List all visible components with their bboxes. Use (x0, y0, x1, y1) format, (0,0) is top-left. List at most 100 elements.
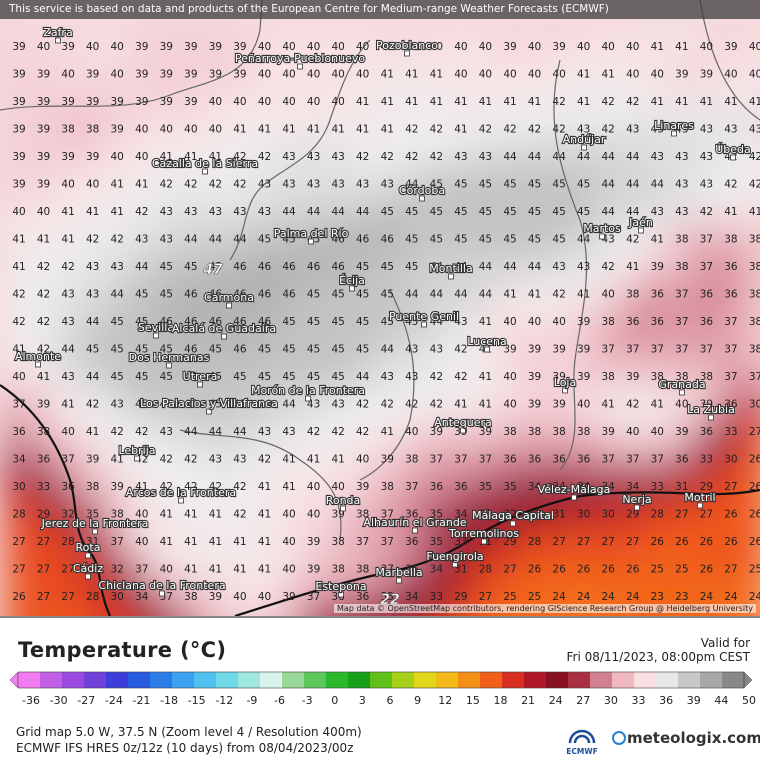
temperature-cell (716, 332, 746, 365)
temperature-cell (201, 470, 230, 502)
temperature-cell (495, 442, 525, 475)
temperature-value: 40 (135, 536, 148, 548)
temperature-value: 26 (602, 564, 616, 576)
temperature-cell (29, 277, 58, 310)
temperature-value: 42 (160, 481, 173, 493)
temperature-value: 39 (282, 591, 295, 603)
temperature-cell (692, 415, 721, 447)
temperature-value: 44 (454, 289, 468, 301)
temperature-cell (667, 470, 697, 502)
temperature-value: 43 (86, 289, 99, 301)
scale-swatch (634, 672, 657, 688)
temperature-cell (152, 415, 181, 447)
temperature-value: 44 (233, 234, 247, 246)
temperature-cell (544, 305, 574, 337)
temperature-cell (471, 195, 500, 227)
temperature-value: 38 (552, 426, 565, 438)
temperature-cell (78, 497, 107, 530)
temperature-value: 26 (700, 536, 714, 548)
temperature-value: 40 (258, 69, 271, 81)
temperature-value: 45 (405, 234, 418, 246)
temperature-cell (593, 497, 623, 530)
temperature-cell (372, 470, 402, 502)
temperature-value: 39 (552, 399, 565, 411)
temperature-cell (201, 277, 230, 310)
temperature-value: 41 (258, 509, 271, 521)
temperature-cell (102, 140, 132, 172)
temperature-value: 42 (626, 96, 639, 108)
temperature-value: 27 (479, 591, 492, 603)
temperature-cell (618, 305, 648, 337)
temperature-value: 39 (135, 41, 148, 53)
temperature-value: 44 (405, 179, 419, 191)
temperature-map[interactable]: 39 40 39 40 40 39 39 39 39 39 40 40 40 40 40 40 39 40 40 40… (0, 0, 760, 616)
temperature-value: 40 (307, 481, 320, 493)
temperature-cell (495, 30, 525, 62)
temperature-value: 39 (12, 96, 25, 108)
city-label: Martos (583, 222, 621, 235)
scale-tick-label: 12 (438, 694, 452, 707)
province-borders (0, 0, 760, 541)
temperature-cell (643, 415, 672, 447)
temperature-value: 43 (381, 371, 394, 383)
ecmwf-logo[interactable]: ECMWF (562, 727, 602, 757)
temperature-cell (78, 167, 107, 200)
city-label: Jaén (628, 216, 653, 229)
temperature-cell (741, 470, 760, 502)
temperature-value: 45 (209, 261, 222, 273)
temperature-cell (323, 140, 353, 172)
temperature-value: 24 (626, 591, 640, 603)
temperature-value: 42 (135, 206, 148, 218)
temperature-cell (176, 470, 206, 502)
temperature-value: 40 (626, 41, 639, 53)
temperature-cell (78, 85, 107, 117)
temperature-cell (250, 195, 279, 227)
temperature-value: 45 (331, 371, 344, 383)
temperature-cell (716, 442, 746, 475)
temperature-value: 30 (111, 591, 124, 603)
temperature-value: 39 (160, 41, 173, 53)
temperature-cell (495, 57, 525, 90)
temperature-value: 38 (602, 316, 615, 328)
temperature-value: 32 (111, 564, 124, 576)
temperature-cell (29, 552, 58, 585)
temperature-value: 39 (528, 399, 541, 411)
meteologix-logo[interactable]: meteologix.com (612, 729, 760, 747)
temperature-value: 46 (184, 316, 198, 328)
temperature-cell (4, 167, 34, 200)
temperature-cell (127, 442, 157, 475)
temperature-cell (250, 57, 279, 90)
temperature-value: 39 (528, 344, 541, 356)
temperature-cell (152, 305, 181, 337)
temperature-value: 40 (307, 41, 320, 53)
temperature-value: 41 (577, 69, 590, 81)
temperature-cell (102, 497, 132, 530)
temperature-value: 41 (209, 536, 222, 548)
temperature-value: 36 (724, 289, 738, 301)
scale-swatch (18, 672, 41, 688)
scale-tick-label: 0 (331, 694, 338, 707)
temperature-value: 40 (258, 96, 271, 108)
map-attribution[interactable]: Map data © OpenStreetMap contributors, r… (334, 604, 756, 613)
city-marker (159, 590, 165, 597)
max-temperature-marker: 47 (202, 262, 223, 278)
city-label: Carmona (204, 291, 254, 304)
city-label: Chiclana de la Frontera (98, 579, 225, 592)
temperature-cell (692, 222, 721, 255)
temperature-value: 44 (135, 261, 149, 273)
temperature-value: 44 (381, 344, 395, 356)
temperature-cell (692, 250, 721, 282)
temperature-value: 45 (86, 344, 99, 356)
temperature-value: 39 (111, 481, 124, 493)
temperature-cell (643, 140, 672, 172)
temperature-cell (176, 525, 206, 557)
temperature-cell (127, 167, 157, 200)
temperature-cell (618, 442, 648, 475)
temperature-cell (397, 497, 427, 530)
temperature-cell (299, 167, 328, 200)
temperature-cell (741, 415, 760, 447)
temperature-value: 42 (602, 124, 615, 136)
temperature-cell (692, 332, 721, 365)
temperature-value: 41 (479, 399, 492, 411)
temperature-value: 24 (724, 591, 738, 603)
